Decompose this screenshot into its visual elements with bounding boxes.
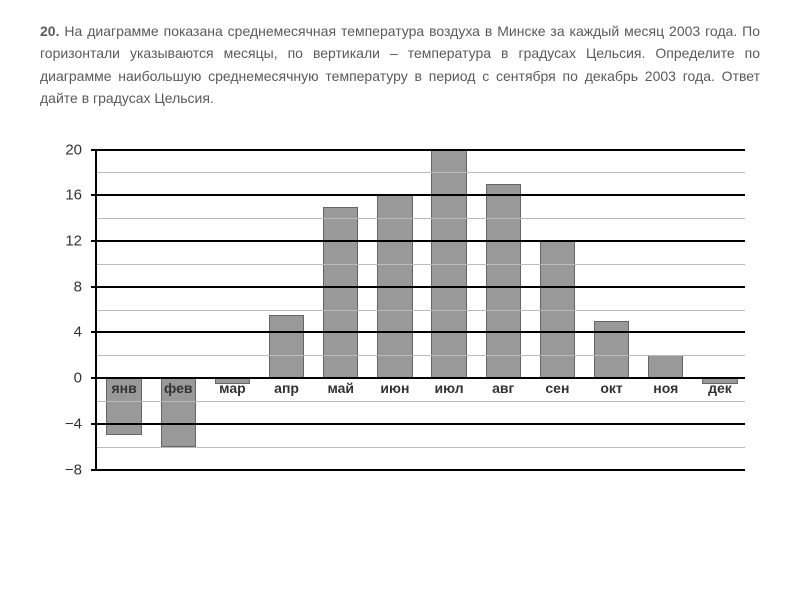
month-label: июл — [435, 380, 464, 396]
y-axis-labels: −8−4048121620 — [50, 150, 90, 470]
y-axis-label: 16 — [65, 187, 82, 204]
y-axis-label: 0 — [74, 370, 82, 387]
month-label: окт — [600, 380, 622, 396]
grid-minor — [97, 264, 745, 265]
bar — [594, 321, 629, 378]
grid-major — [97, 149, 745, 151]
grid-minor — [97, 447, 745, 448]
y-tick — [91, 149, 97, 151]
temperature-chart: −8 −4 0 4 8 12 16 20 янв фев мар апр май июн июл авг се… — [50, 140, 750, 480]
y-tick — [91, 423, 97, 425]
month-label: мар — [219, 380, 246, 396]
y-tick — [91, 240, 97, 242]
y-axis-label: −4 — [65, 415, 82, 432]
y-tick — [91, 331, 97, 333]
bar — [323, 207, 358, 378]
month-label: фев — [164, 380, 192, 396]
y-axis-label: 4 — [74, 324, 82, 341]
month-label: дек — [708, 380, 732, 396]
grid-major — [97, 240, 745, 242]
y-tick — [91, 194, 97, 196]
grid-major — [97, 194, 745, 196]
bar — [648, 355, 683, 378]
grid-major — [97, 469, 745, 471]
y-axis-label: 20 — [65, 141, 82, 158]
problem-body: На диаграмме показана среднемесячная тем… — [40, 23, 760, 106]
month-label: сен — [545, 380, 569, 396]
month-label: ноя — [653, 380, 678, 396]
y-tick — [91, 286, 97, 288]
grid-minor — [97, 310, 745, 311]
y-axis-label: 12 — [65, 232, 82, 249]
grid-minor — [97, 355, 745, 356]
month-label: май — [327, 380, 354, 396]
grid-major — [97, 286, 745, 288]
grid-minor — [97, 401, 745, 402]
y-axis-label: −8 — [65, 461, 82, 478]
grid-major — [97, 331, 745, 333]
y-tick — [91, 377, 97, 379]
month-label: янв — [111, 380, 136, 396]
grid-major — [97, 377, 745, 379]
problem-number: 20. — [40, 23, 59, 39]
month-label: авг — [492, 380, 514, 396]
y-axis-label: 8 — [74, 278, 82, 295]
bar — [486, 184, 521, 378]
problem-text: 20. На диаграмме показана среднемесячная… — [40, 20, 760, 110]
grid-minor — [97, 172, 745, 173]
plot-area: янв фев мар апр май июн июл авг сен окт ноя дек — [95, 150, 745, 470]
grid-major — [97, 423, 745, 425]
bar — [269, 315, 304, 378]
y-tick — [91, 469, 97, 471]
month-label: июн — [380, 380, 409, 396]
grid-minor — [97, 218, 745, 219]
month-label: апр — [274, 380, 299, 396]
